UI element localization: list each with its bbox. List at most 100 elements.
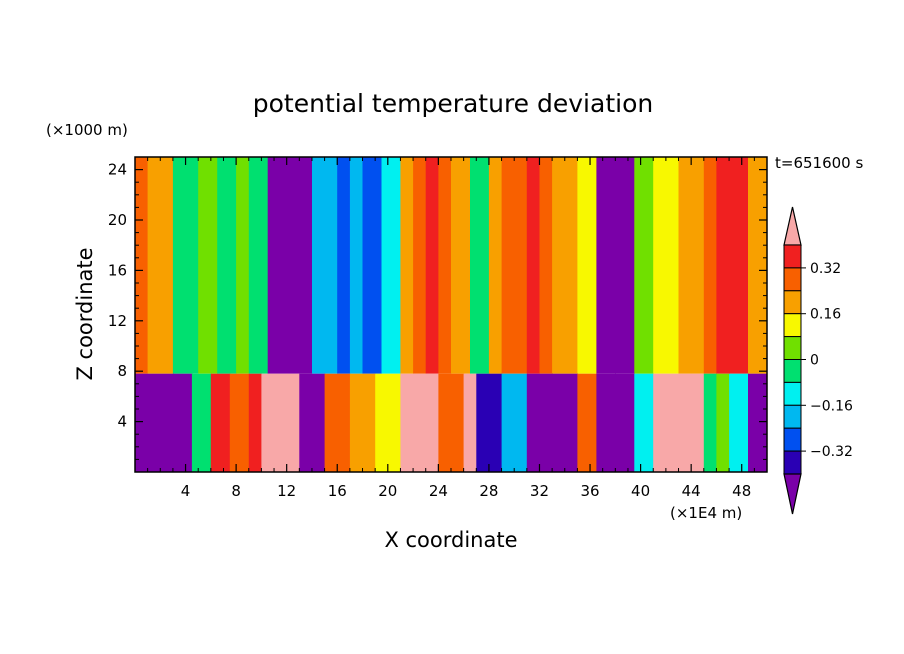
field-cell-upper: [703, 157, 717, 374]
field-cell-lower: [634, 373, 654, 472]
colorbar-box: [783, 267, 802, 292]
field-cell-upper: [451, 157, 471, 374]
field-cell-upper: [312, 157, 326, 374]
colorbar-box: [783, 290, 802, 315]
field-cell-lower: [748, 373, 767, 472]
field-cell-lower: [299, 373, 326, 472]
field-cell-upper: [413, 157, 427, 374]
colorbar-label: 0.32: [810, 261, 841, 277]
field-cell-upper: [615, 157, 635, 374]
chart-title: potential temperature deviation: [253, 89, 653, 118]
field-cell-upper: [236, 157, 250, 374]
field-cell-upper: [678, 157, 705, 374]
field-cell-upper: [362, 157, 383, 374]
field-cell-upper: [172, 157, 199, 374]
y-unit-label: (×1000 m): [46, 121, 128, 139]
y-axis-ticks: 4 8 12 16 20 24: [108, 161, 767, 460]
field-cell-lower: [229, 373, 250, 472]
field-cell-upper: [552, 157, 578, 374]
field-cell-lower: [400, 373, 439, 472]
field-cell-upper: [488, 157, 503, 374]
field-cell-upper: [324, 157, 338, 374]
field-cell-upper: [501, 157, 528, 374]
field-cell-lower: [596, 373, 616, 472]
x-tick-label: 40: [631, 482, 650, 500]
field-cell-upper: [596, 157, 616, 374]
field-cell-upper: [729, 157, 749, 374]
field-cell-lower: [191, 373, 212, 472]
field-cell-lower: [261, 373, 288, 472]
field-cell-upper: [267, 157, 300, 374]
colorbar-box: [783, 381, 802, 406]
field-cell-lower: [210, 373, 231, 472]
y-tick-label: 8: [117, 362, 127, 380]
field-cell-upper: [217, 157, 237, 374]
x-tick-label: 24: [429, 482, 448, 500]
field-cell-upper: [349, 157, 364, 374]
field-cell-lower: [678, 373, 692, 472]
x-tick-label: 48: [732, 482, 751, 500]
field-cell-lower: [501, 373, 528, 472]
colorbar-box: [783, 336, 802, 361]
x-tick-label: 16: [328, 482, 347, 500]
time-label: t=651600 s: [775, 154, 863, 172]
field-cell-upper: [248, 157, 269, 374]
field-cell-upper: [299, 157, 313, 374]
field-cell-lower: [716, 373, 730, 472]
x-tick-label: 44: [682, 482, 701, 500]
colorbar-label: 0: [810, 353, 819, 369]
field-cell-upper: [470, 157, 490, 374]
field-cell-upper: [381, 157, 402, 374]
field-cell-upper: [716, 157, 730, 374]
x-tick-label: 28: [479, 482, 498, 500]
colorbar-label: −0.32: [810, 444, 853, 460]
field-cell-lower: [476, 373, 503, 472]
field-cell-lower: [552, 373, 578, 472]
field-cell-lower: [703, 373, 717, 472]
x-tick-label: 32: [530, 482, 549, 500]
y-tick-label: 24: [108, 161, 127, 179]
field-cell-lower: [526, 373, 553, 472]
field-cell-upper: [135, 157, 149, 374]
field-cell-lower: [324, 373, 351, 472]
field-cell-upper: [653, 157, 680, 374]
field-cell-upper: [198, 157, 218, 374]
colorbar-label: −0.16: [810, 398, 853, 414]
x-axis-title: X coordinate: [384, 528, 517, 552]
field-cell-lower: [135, 373, 174, 472]
field-cell-lower: [653, 373, 680, 472]
colorbar-box: [783, 450, 802, 475]
field-cell-lower: [349, 373, 376, 472]
y-tick-label: 4: [117, 413, 127, 431]
colorbar-bottom-extension: [783, 473, 802, 515]
field-cell-lower: [438, 373, 465, 472]
field-cell-upper: [526, 157, 540, 374]
field-cell-lower: [615, 373, 635, 472]
colorbar-label: 0.16: [810, 307, 841, 323]
field-cell-lower: [691, 373, 705, 472]
field-cell-upper: [400, 157, 414, 374]
field-cell-upper: [425, 157, 439, 374]
colorbar-box: [783, 313, 802, 338]
x-tick-label: 36: [580, 482, 599, 500]
colorbar-box: [783, 427, 802, 452]
field-cell-upper: [748, 157, 767, 374]
colorbar-top-extension: [783, 206, 802, 246]
x-axis-ticks: 4 8 12 16 20 24 28 32 36 40 44 48: [147, 157, 755, 500]
colorbar: 0.32 0.16 0 −0.16 −0.32: [783, 206, 853, 515]
field-cell-upper: [147, 157, 174, 374]
field-cell-lower: [463, 373, 477, 472]
field-cell-lower: [577, 373, 597, 472]
field-cell-upper: [539, 157, 553, 374]
field-cell-lower: [172, 373, 193, 472]
field-cell-lower: [375, 373, 402, 472]
field-cell-upper: [438, 157, 452, 374]
x-tick-label: 20: [378, 482, 397, 500]
potential-temperature-field: [135, 157, 767, 472]
y-tick-label: 16: [108, 261, 127, 279]
field-cell-lower: [286, 373, 300, 472]
x-tick-label: 8: [231, 482, 241, 500]
x-tick-label: 12: [277, 482, 296, 500]
field-cell-lower: [248, 373, 262, 472]
